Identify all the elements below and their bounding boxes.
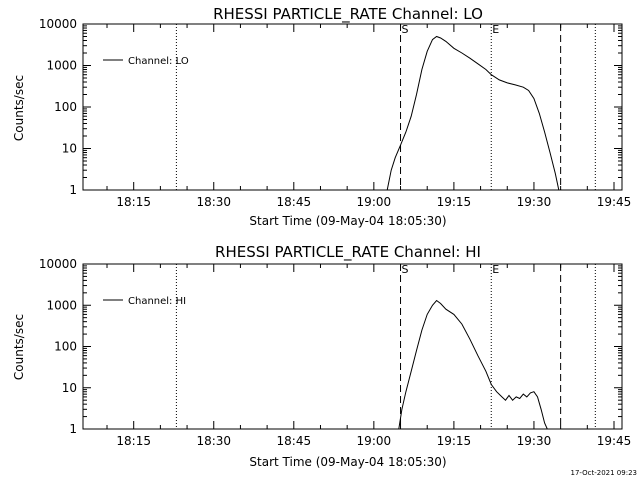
- panel-lo-y-tick-label: 1000: [46, 59, 77, 73]
- panel-hi-series-line: [398, 299, 548, 430]
- panel-hi-xlabel: Start Time (09-May-04 18:05:30): [249, 455, 446, 469]
- panel-lo-x-tick-label: 19:45: [597, 195, 632, 209]
- panel-lo-xlabel: Start Time (09-May-04 18:05:30): [249, 214, 446, 228]
- panel-lo-x-tick-label: 19:00: [357, 195, 392, 209]
- panel-hi: RHESSI PARTICLE_RATE Channel: HI Start T…: [12, 243, 631, 469]
- panel-hi-y-tick-label: 10000: [39, 257, 77, 271]
- panel-lo-y-tick-label: 10: [62, 142, 77, 156]
- panel-hi-x-tick-label: 19:00: [357, 434, 392, 448]
- panel-hi-marker-label: S: [402, 263, 409, 276]
- panel-hi-y-tick-label: 10: [62, 381, 77, 395]
- panel-lo-legend-label: Channel: LO: [128, 56, 189, 67]
- panel-hi-x-tick-label: 18:45: [277, 434, 312, 448]
- panel-lo-x-tick-label: 19:30: [517, 195, 552, 209]
- panel-hi-y-tick-label: 100: [54, 340, 77, 354]
- panel-hi-y-tick-label: 1000: [46, 298, 77, 312]
- panel-lo-x-tick-label: 18:15: [116, 195, 151, 209]
- panel-lo-series-line: [386, 35, 560, 191]
- panel-hi-x-tick-label: 19:15: [437, 434, 472, 448]
- panel-lo-y-tick-label: 1: [69, 183, 77, 197]
- plot-timestamp: 17-Oct-2021 09:23: [571, 469, 637, 477]
- panel-hi-x-tick-label: 19:30: [517, 434, 552, 448]
- panel-hi-title: RHESSI PARTICLE_RATE Channel: HI: [215, 243, 481, 262]
- panel-lo-y-tick-label: 10000: [39, 17, 77, 31]
- panel-lo-marker-label: S: [402, 23, 409, 36]
- panel-hi-ylabel: Counts/sec: [12, 314, 26, 380]
- panel-lo-x-tick-label: 19:15: [437, 195, 472, 209]
- panel-lo-marker-label: E: [492, 23, 499, 36]
- panel-lo-title: RHESSI PARTICLE_RATE Channel: LO: [213, 5, 483, 24]
- panel-hi-x-tick-label: 19:45: [597, 434, 632, 448]
- panel-hi-marker-label: E: [492, 263, 499, 276]
- panel-lo-ylabel: Counts/sec: [12, 75, 26, 141]
- panel-hi-x-tick-label: 18:30: [196, 434, 231, 448]
- panel-lo-x-tick-label: 18:45: [277, 195, 312, 209]
- panel-lo-x-tick-label: 18:30: [196, 195, 231, 209]
- panel-hi-legend-label: Channel: HI: [128, 296, 186, 307]
- panel-lo-y-tick-label: 100: [54, 100, 77, 114]
- panel-hi-x-tick-label: 18:15: [116, 434, 151, 448]
- panel-hi-y-tick-label: 1: [69, 422, 77, 436]
- panel-lo: RHESSI PARTICLE_RATE Channel: LO Start T…: [12, 5, 631, 228]
